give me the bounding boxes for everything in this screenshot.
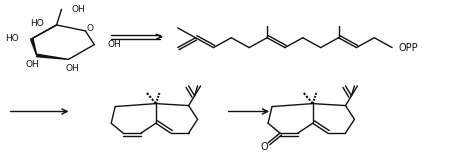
Polygon shape	[30, 38, 37, 55]
Text: OH: OH	[26, 60, 39, 69]
Text: OH: OH	[71, 5, 85, 14]
Polygon shape	[37, 54, 68, 59]
Text: O: O	[87, 24, 94, 33]
Text: OH: OH	[107, 40, 121, 49]
Text: OPP: OPP	[398, 43, 418, 53]
Text: HO: HO	[30, 18, 44, 28]
Text: HO: HO	[5, 34, 19, 43]
Text: O: O	[260, 142, 268, 152]
Text: OH: OH	[66, 64, 79, 73]
